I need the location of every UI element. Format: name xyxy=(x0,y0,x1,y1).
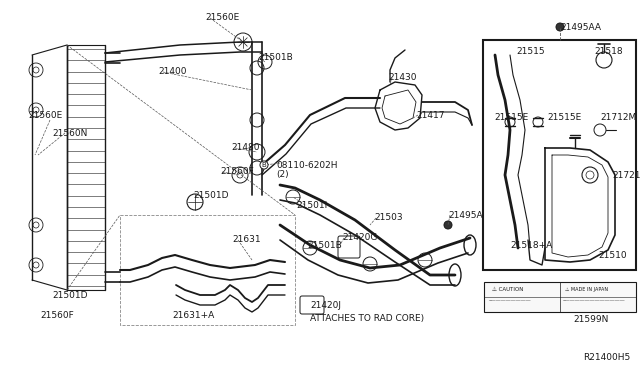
Text: 21515E: 21515E xyxy=(547,113,581,122)
Bar xyxy=(483,40,636,270)
Text: 21501B: 21501B xyxy=(307,241,342,250)
Text: 21503: 21503 xyxy=(374,214,403,222)
Text: 21495AA: 21495AA xyxy=(560,23,601,32)
Text: 21501B: 21501B xyxy=(258,54,292,62)
Text: 21518+A: 21518+A xyxy=(510,241,552,250)
Text: B: B xyxy=(262,162,266,168)
Text: 21631: 21631 xyxy=(232,235,260,244)
Text: 21495A: 21495A xyxy=(448,211,483,219)
Text: ─────────────────────────: ───────────────────────── xyxy=(562,299,625,303)
Text: 21430: 21430 xyxy=(388,74,417,83)
Text: 21631+A: 21631+A xyxy=(172,311,214,320)
Text: 08110-6202H: 08110-6202H xyxy=(276,160,337,170)
Text: 21400: 21400 xyxy=(158,67,186,77)
Text: R21400H5: R21400H5 xyxy=(583,353,630,362)
Text: 21510: 21510 xyxy=(598,250,627,260)
Text: 21515E: 21515E xyxy=(494,113,528,122)
Circle shape xyxy=(444,221,452,229)
Text: ATTACHES TO RAD CORE): ATTACHES TO RAD CORE) xyxy=(310,314,424,323)
Text: 21501I: 21501I xyxy=(296,201,327,209)
Text: 21560F: 21560F xyxy=(40,311,74,320)
Text: 21560E: 21560E xyxy=(28,110,62,119)
Text: 21417: 21417 xyxy=(416,110,445,119)
Text: ─────────────────: ───────────────── xyxy=(488,299,531,303)
Text: 21420G: 21420G xyxy=(342,234,378,243)
Text: 21501D: 21501D xyxy=(193,190,228,199)
Text: 21599N: 21599N xyxy=(573,315,609,324)
Text: 21560N: 21560N xyxy=(52,128,88,138)
Text: 21420J: 21420J xyxy=(310,301,341,310)
Text: (2): (2) xyxy=(276,170,289,180)
Text: 21721: 21721 xyxy=(612,170,640,180)
Text: 21501D: 21501D xyxy=(52,291,88,299)
Text: 21712M: 21712M xyxy=(600,113,636,122)
Text: 21560E: 21560E xyxy=(205,13,239,22)
Text: 21518: 21518 xyxy=(594,48,623,57)
Text: ⚠ CAUTION: ⚠ CAUTION xyxy=(492,287,524,292)
Text: 21560F: 21560F xyxy=(220,167,253,176)
Text: ⚠ MADE IN JAPAN: ⚠ MADE IN JAPAN xyxy=(565,287,608,292)
Text: 21515: 21515 xyxy=(516,48,545,57)
Text: 21480: 21480 xyxy=(231,144,259,153)
Circle shape xyxy=(556,23,564,31)
Bar xyxy=(120,215,295,325)
FancyBboxPatch shape xyxy=(484,282,636,312)
